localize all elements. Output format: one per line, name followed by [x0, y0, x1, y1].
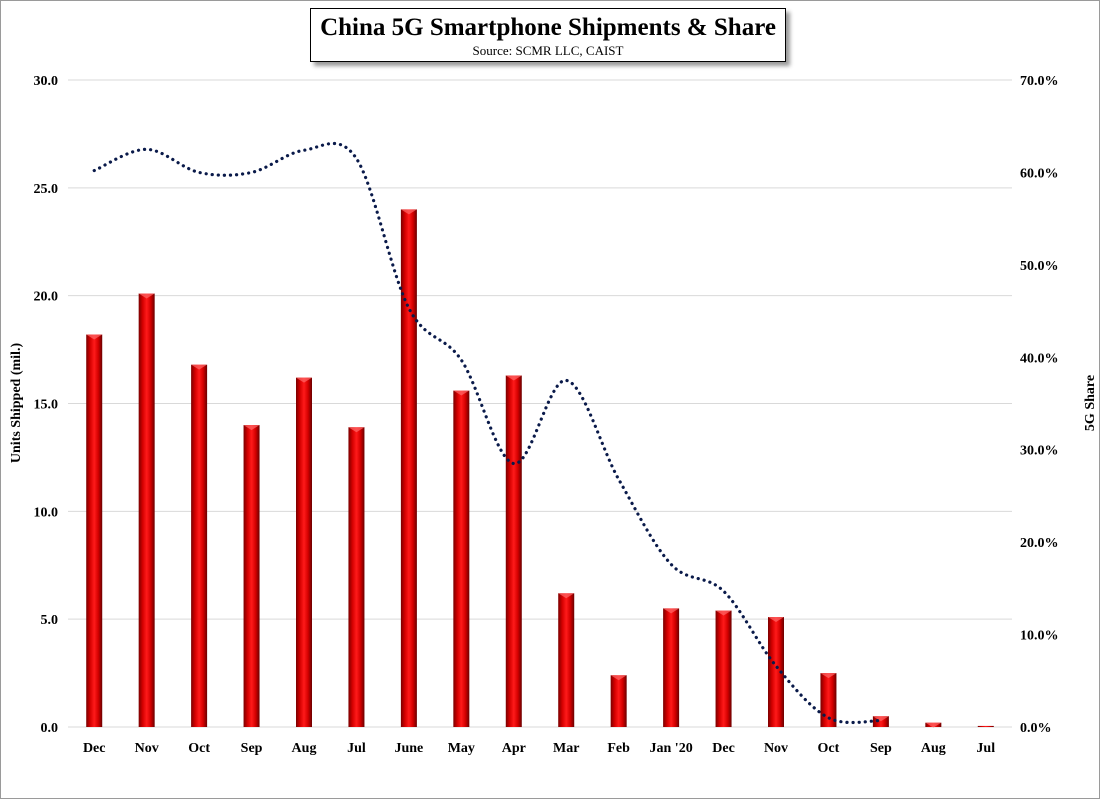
bar-cap: [768, 617, 784, 623]
category-label: Jan '20: [650, 741, 693, 756]
bar-cap: [872, 716, 889, 722]
bar-cap: [86, 334, 103, 340]
bar: [243, 425, 260, 727]
category-label: Mar: [553, 741, 579, 756]
category-label: Nov: [764, 741, 788, 756]
bar: [191, 364, 208, 727]
left-axis-ticks: 0.0 5.0 10.0 15.0 20.0 25.0 30.0: [34, 74, 59, 736]
bar-cap: [400, 209, 417, 215]
right-tick-label: 20.0%: [1020, 536, 1059, 551]
bar-cap: [925, 722, 942, 728]
category-label: May: [448, 741, 475, 756]
bar: [453, 390, 470, 727]
share-line: [92, 141, 883, 725]
bar-cap: [191, 364, 208, 370]
category-label: Aug: [292, 741, 317, 756]
right-tick-label: 10.0%: [1020, 629, 1059, 644]
left-tick-label: 15.0: [34, 398, 59, 413]
share-line-series: [92, 141, 883, 725]
right-tick-label: 40.0%: [1020, 351, 1059, 366]
bar: [86, 334, 103, 727]
category-label: Dec: [83, 741, 106, 756]
bar-cap: [715, 610, 732, 616]
left-tick-label: 10.0: [34, 505, 59, 520]
bar: [820, 673, 837, 727]
category-label: Sep: [870, 741, 892, 756]
chart-subtitle: Source: SCMR LLC, CAIST: [472, 43, 624, 58]
left-tick-label: 20.0: [34, 290, 59, 305]
left-tick-label: 25.0: [34, 182, 59, 197]
bar-cap: [348, 427, 365, 433]
bar: [348, 427, 365, 727]
bar: [715, 610, 732, 727]
category-label: Aug: [921, 741, 946, 756]
right-tick-label: 60.0%: [1020, 166, 1059, 181]
bar-series: [86, 209, 994, 728]
bar-cap: [453, 390, 470, 396]
category-label: Dec: [712, 741, 735, 756]
bar: [610, 675, 627, 727]
bar-cap: [558, 593, 575, 599]
chart-title-box: China 5G Smartphone Shipments & Share So…: [310, 8, 786, 62]
right-axis-ticks: 0.0% 10.0% 20.0% 30.0% 40.0% 50.0% 60.0% 70.0%: [1020, 74, 1059, 736]
bar-cap: [243, 425, 260, 431]
right-axis-title: 5G Share: [1083, 375, 1098, 431]
bar: [663, 608, 680, 727]
category-label: Nov: [135, 741, 159, 756]
bar: [138, 293, 155, 727]
right-tick-label: 30.0%: [1020, 444, 1059, 459]
bar-cap: [296, 377, 312, 383]
bar-cap: [820, 673, 837, 679]
right-tick-label: 70.0%: [1020, 74, 1059, 89]
category-axis-ticks: Dec Nov Oct Sep Aug Jul June May Apr Mar Feb Jan '2…: [83, 741, 995, 756]
left-tick-label: 30.0: [34, 74, 59, 89]
chart-title: China 5G Smartphone Shipments & Share: [320, 14, 776, 41]
bar: [296, 377, 312, 727]
category-label: June: [394, 741, 423, 756]
category-label: Jul: [347, 741, 366, 756]
bar: [768, 617, 784, 727]
bar-cap: [138, 293, 155, 299]
category-label: Oct: [818, 741, 840, 756]
bar-cap: [663, 608, 680, 614]
category-label: Apr: [502, 741, 526, 756]
bar-cap: [505, 375, 522, 381]
bar-cap: [610, 675, 627, 681]
bar: [505, 375, 522, 727]
bar: [977, 725, 994, 727]
bar: [400, 209, 417, 727]
bar: [872, 716, 889, 727]
left-axis-title: Units Shipped (mil.): [9, 343, 24, 464]
left-tick-label: 0.0: [41, 721, 59, 736]
left-tick-label: 5.0: [41, 613, 59, 628]
right-tick-label: 50.0%: [1020, 259, 1059, 274]
gridlines: [68, 79, 1012, 728]
category-label: Jul: [976, 741, 995, 756]
category-label: Feb: [607, 741, 630, 756]
category-label: Sep: [241, 741, 263, 756]
category-label: Oct: [188, 741, 210, 756]
bar: [558, 593, 575, 727]
right-tick-label: 0.0%: [1020, 721, 1052, 736]
